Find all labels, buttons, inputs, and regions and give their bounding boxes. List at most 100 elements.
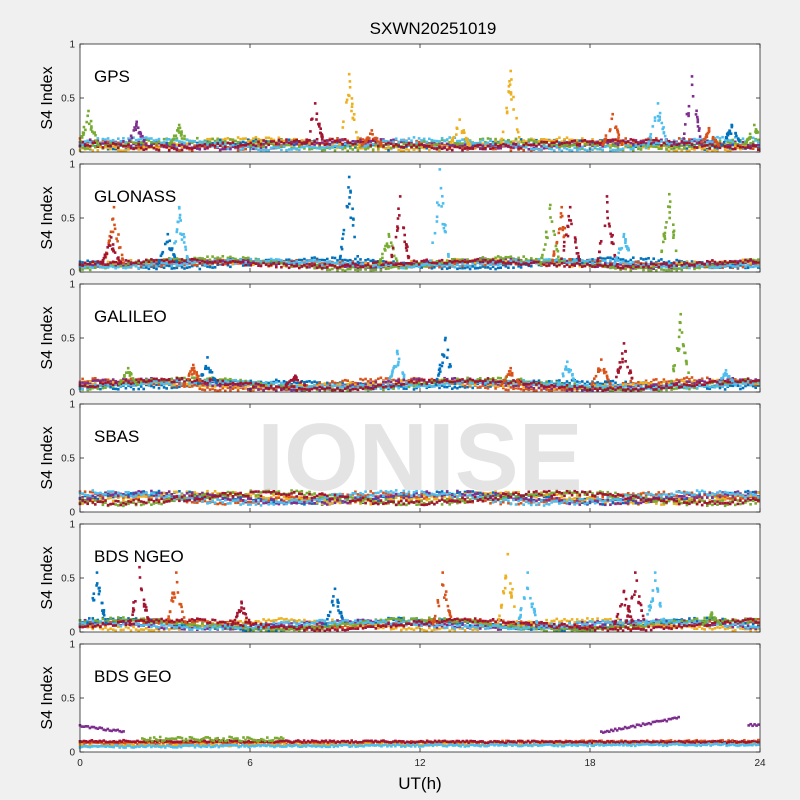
scatter-point — [328, 263, 332, 267]
scatter-point — [356, 142, 360, 145]
scatter-point — [677, 137, 681, 140]
scatter-point — [356, 263, 360, 267]
scatter-point — [106, 140, 110, 143]
scatter-point — [190, 147, 194, 151]
scatter-point — [226, 137, 230, 140]
spike-peak-point — [611, 112, 614, 116]
scatter-point — [167, 264, 171, 268]
spike-point — [349, 189, 352, 193]
scatter-point — [106, 263, 110, 266]
spike-peak-point — [668, 192, 671, 196]
scatter-point — [746, 266, 750, 270]
scatter-point — [300, 142, 304, 145]
scatter-point — [422, 265, 426, 268]
spike-point — [88, 122, 91, 126]
scatter-point — [315, 266, 319, 270]
scatter-point — [453, 265, 457, 269]
scatter-point — [616, 266, 620, 269]
scatter-point — [634, 139, 638, 142]
scatter-point — [530, 257, 533, 260]
scatter-point — [672, 143, 676, 146]
scatter-point — [647, 147, 650, 150]
scatter-point — [716, 147, 719, 150]
scatter-point — [657, 259, 661, 262]
scatter-point — [320, 262, 324, 265]
scatter-point — [519, 261, 523, 265]
scatter-point — [698, 143, 701, 146]
spike-point — [91, 130, 94, 133]
spike-point — [663, 237, 667, 240]
scatter-point — [706, 141, 709, 144]
scatter-point — [481, 265, 485, 268]
scatter-point — [313, 266, 316, 270]
scatter-point — [173, 260, 176, 263]
scatter-point — [86, 262, 89, 266]
spike-point — [342, 228, 346, 232]
scatter-point — [290, 143, 293, 146]
scatter-point — [621, 260, 625, 263]
scatter-point — [540, 140, 543, 144]
scatter-point — [428, 148, 431, 152]
spike-point — [396, 229, 399, 232]
scatter-point — [180, 145, 184, 149]
spike-point — [86, 114, 89, 118]
scatter-point — [117, 141, 120, 145]
scatter-point — [117, 388, 120, 391]
scatter-point — [331, 256, 334, 259]
scatter-point — [445, 142, 449, 146]
spike-point — [610, 241, 614, 244]
scatter-point — [757, 258, 760, 262]
scatter-point — [591, 143, 594, 147]
scatter-point — [440, 258, 444, 262]
scatter-point — [458, 139, 462, 143]
scatter-point — [649, 262, 653, 266]
spike-peak-point — [87, 109, 90, 113]
scatter-point — [366, 141, 370, 144]
spike-point — [175, 230, 179, 234]
spike-point — [113, 251, 117, 254]
spike-point — [558, 260, 561, 263]
spike-point — [356, 136, 360, 139]
scatter-point — [400, 146, 403, 149]
scatter-point — [530, 261, 533, 265]
scatter-point — [428, 262, 431, 266]
scatter-point — [124, 266, 128, 270]
spike-point — [561, 228, 565, 232]
scatter-point — [560, 142, 564, 145]
scatter-point — [672, 149, 676, 152]
spike-point — [716, 142, 720, 145]
scatter-point — [343, 269, 347, 272]
scatter-point — [185, 266, 189, 269]
spike-point — [602, 140, 606, 144]
scatter-point — [183, 263, 186, 267]
scatter-point — [471, 262, 474, 265]
spike-point — [82, 133, 85, 136]
scatter-point — [440, 138, 444, 142]
spike-point — [455, 133, 458, 136]
scatter-point — [384, 139, 388, 143]
scatter-point — [728, 147, 732, 150]
scatter-point — [361, 378, 365, 382]
scatter-point — [188, 139, 191, 143]
scatter-point — [351, 262, 355, 265]
scatter-point — [570, 140, 574, 143]
scatter-point — [677, 267, 681, 270]
spike-point — [318, 125, 321, 128]
spike-point — [664, 226, 667, 229]
scatter-point — [298, 148, 301, 152]
scatter-point — [660, 268, 663, 271]
scatter-point — [573, 259, 576, 262]
spike-point — [663, 234, 666, 238]
spike-point — [403, 240, 406, 244]
scatter-point — [382, 145, 385, 148]
scatter-point — [425, 261, 429, 264]
scatter-point — [114, 147, 117, 151]
spike-point — [369, 132, 372, 135]
scatter-point — [466, 385, 469, 389]
spike-point — [109, 230, 113, 234]
scatter-point — [624, 141, 627, 145]
scatter-point — [81, 266, 84, 269]
scatter-point — [295, 262, 298, 266]
scatter-point — [320, 266, 324, 270]
scatter-point — [315, 381, 319, 384]
